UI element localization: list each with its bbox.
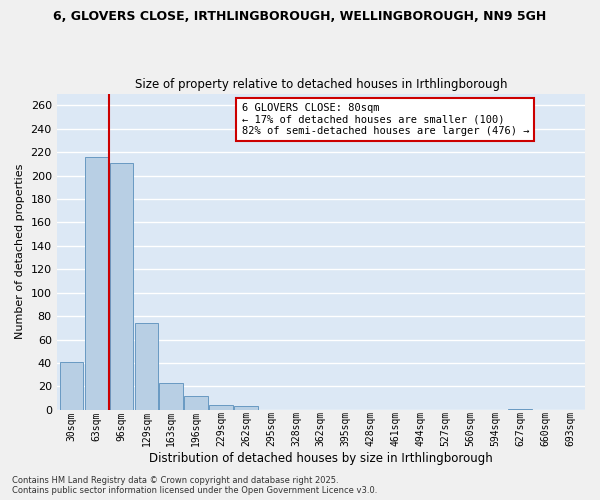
Bar xyxy=(209,405,233,410)
Bar xyxy=(234,406,258,410)
X-axis label: Distribution of detached houses by size in Irthlingborough: Distribution of detached houses by size … xyxy=(149,452,493,465)
Bar xyxy=(184,396,208,410)
Bar xyxy=(85,157,109,410)
Bar xyxy=(134,323,158,410)
Bar xyxy=(160,383,183,410)
Text: Contains HM Land Registry data © Crown copyright and database right 2025.
Contai: Contains HM Land Registry data © Crown c… xyxy=(12,476,377,495)
Y-axis label: Number of detached properties: Number of detached properties xyxy=(15,164,25,340)
Bar xyxy=(110,162,133,410)
Bar xyxy=(508,408,532,410)
Title: Size of property relative to detached houses in Irthlingborough: Size of property relative to detached ho… xyxy=(134,78,507,91)
Text: 6, GLOVERS CLOSE, IRTHLINGBOROUGH, WELLINGBOROUGH, NN9 5GH: 6, GLOVERS CLOSE, IRTHLINGBOROUGH, WELLI… xyxy=(53,10,547,23)
Bar xyxy=(60,362,83,410)
Text: 6 GLOVERS CLOSE: 80sqm
← 17% of detached houses are smaller (100)
82% of semi-de: 6 GLOVERS CLOSE: 80sqm ← 17% of detached… xyxy=(242,103,529,136)
